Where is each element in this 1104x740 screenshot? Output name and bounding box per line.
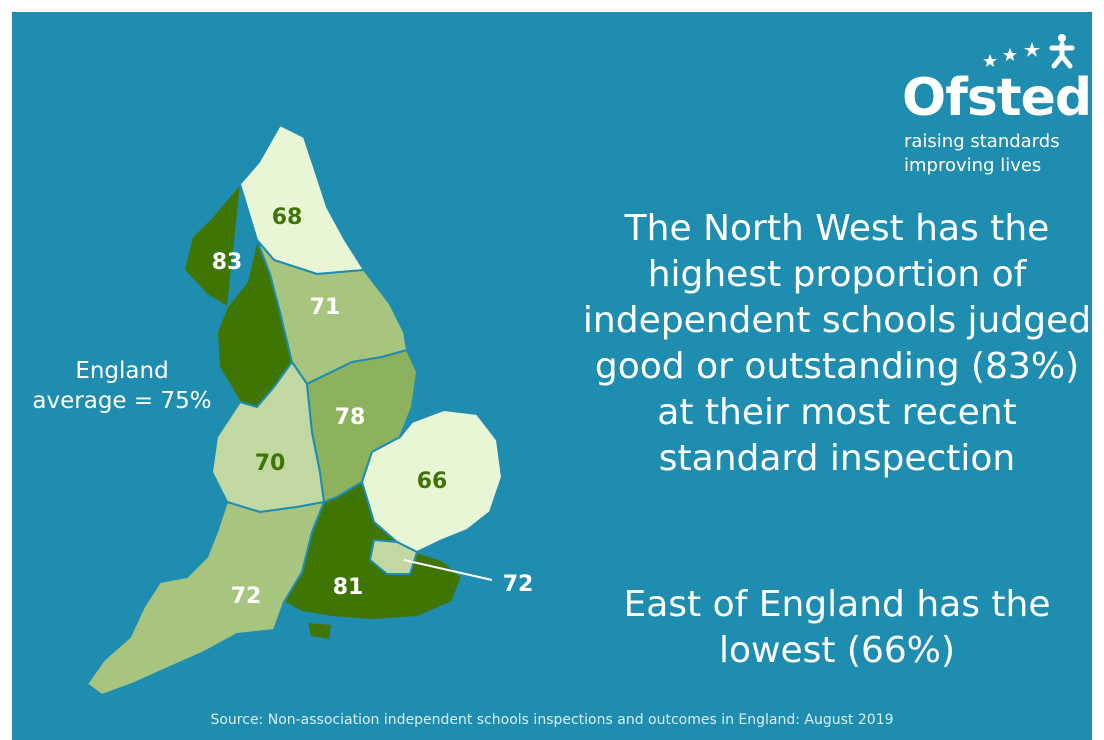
value-london: 72: [503, 572, 534, 597]
average-label-line-2: average = 75%: [32, 388, 212, 414]
england-region-map: 68 83 71 78 70 66 72 81 72: [86, 124, 534, 696]
average-label-line-1: England: [75, 358, 169, 384]
value-north-west: 83: [212, 250, 243, 275]
logo-wordmark: Ofsted: [902, 68, 1092, 128]
value-north-east: 68: [272, 205, 303, 230]
value-yorkshire: 71: [310, 295, 341, 320]
logo-tagline-line-2: improving lives: [904, 155, 1042, 176]
logo-tagline: raising standards improving lives: [904, 130, 1060, 178]
source-note: Source: Non-association independent scho…: [210, 712, 894, 728]
value-south-west: 72: [231, 584, 262, 609]
stars-icon: [983, 34, 1075, 69]
subline-text: East of England has the lowest (66%): [623, 584, 1051, 671]
logo-tagline-line-1: raising standards: [904, 131, 1060, 152]
region-south-west: [86, 501, 325, 696]
england-average-label: England average = 75%: [22, 356, 222, 416]
value-south-east: 81: [333, 575, 364, 600]
region-london: [369, 539, 418, 575]
value-east-of-england: 66: [417, 469, 448, 494]
london-leader-line: [403, 559, 493, 581]
value-east-midlands: 78: [335, 405, 366, 430]
infographic-panel: 68 83 71 78 70 66 72 81 72 England avera…: [12, 12, 1092, 740]
ofsted-logo: Ofsted raising standards improving lives: [892, 32, 1092, 192]
value-west-midlands: 70: [255, 451, 286, 476]
headline-text: The North West has the highest proportio…: [582, 208, 1092, 479]
